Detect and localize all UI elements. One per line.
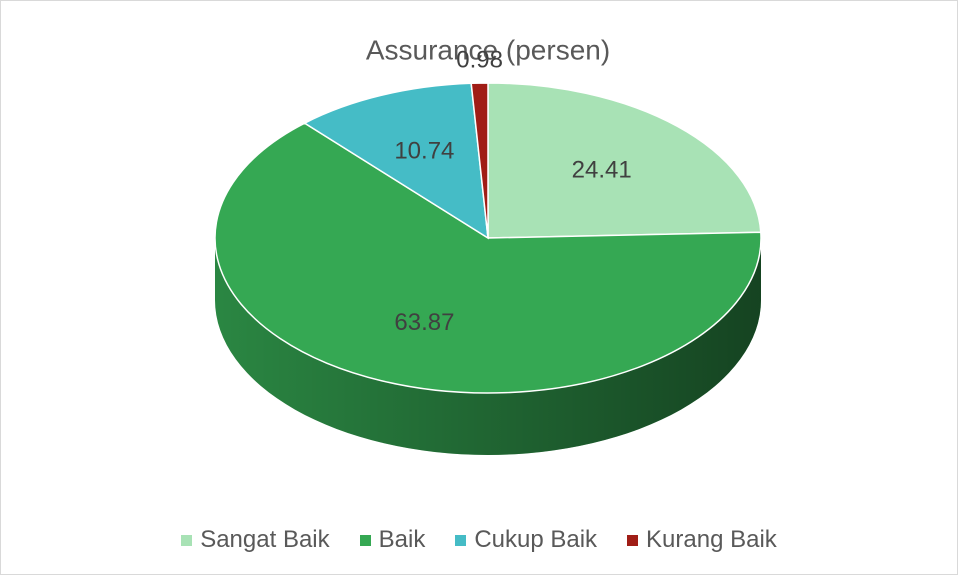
data-label: 63.87 bbox=[394, 309, 454, 336]
legend-item: Kurang Baik bbox=[627, 526, 777, 554]
slice-side-shade bbox=[215, 238, 761, 455]
slice bbox=[303, 82, 489, 240]
legend: Sangat Baik Baik Cukup Baik Kurang Baik bbox=[0, 526, 958, 554]
slice bbox=[470, 82, 489, 239]
data-label: 0.98 bbox=[456, 46, 503, 73]
data-label: 24.41 bbox=[572, 156, 632, 183]
legend-item: Baik bbox=[359, 526, 426, 554]
data-label: 10.74 bbox=[394, 138, 454, 165]
legend-label: Baik bbox=[378, 526, 426, 553]
slice bbox=[487, 82, 762, 239]
legend-swatch bbox=[181, 534, 193, 546]
legend-swatch bbox=[359, 534, 371, 546]
legend-swatch bbox=[627, 534, 639, 546]
legend-label: Kurang Baik bbox=[646, 526, 777, 553]
pie-sides bbox=[215, 238, 761, 455]
chart-title: Assurance (persen) bbox=[366, 34, 610, 65]
legend-item: Cukup Baik bbox=[455, 526, 597, 554]
legend-label: Cukup Baik bbox=[474, 526, 598, 553]
legend-item: Sangat Baik bbox=[181, 526, 330, 554]
slice bbox=[214, 122, 762, 394]
legend-swatch bbox=[455, 534, 467, 546]
pie-tops bbox=[214, 82, 762, 394]
data-labels: 24.41 63.87 10.74 0.98 bbox=[394, 46, 631, 336]
legend-label: Sangat Baik bbox=[200, 526, 330, 553]
